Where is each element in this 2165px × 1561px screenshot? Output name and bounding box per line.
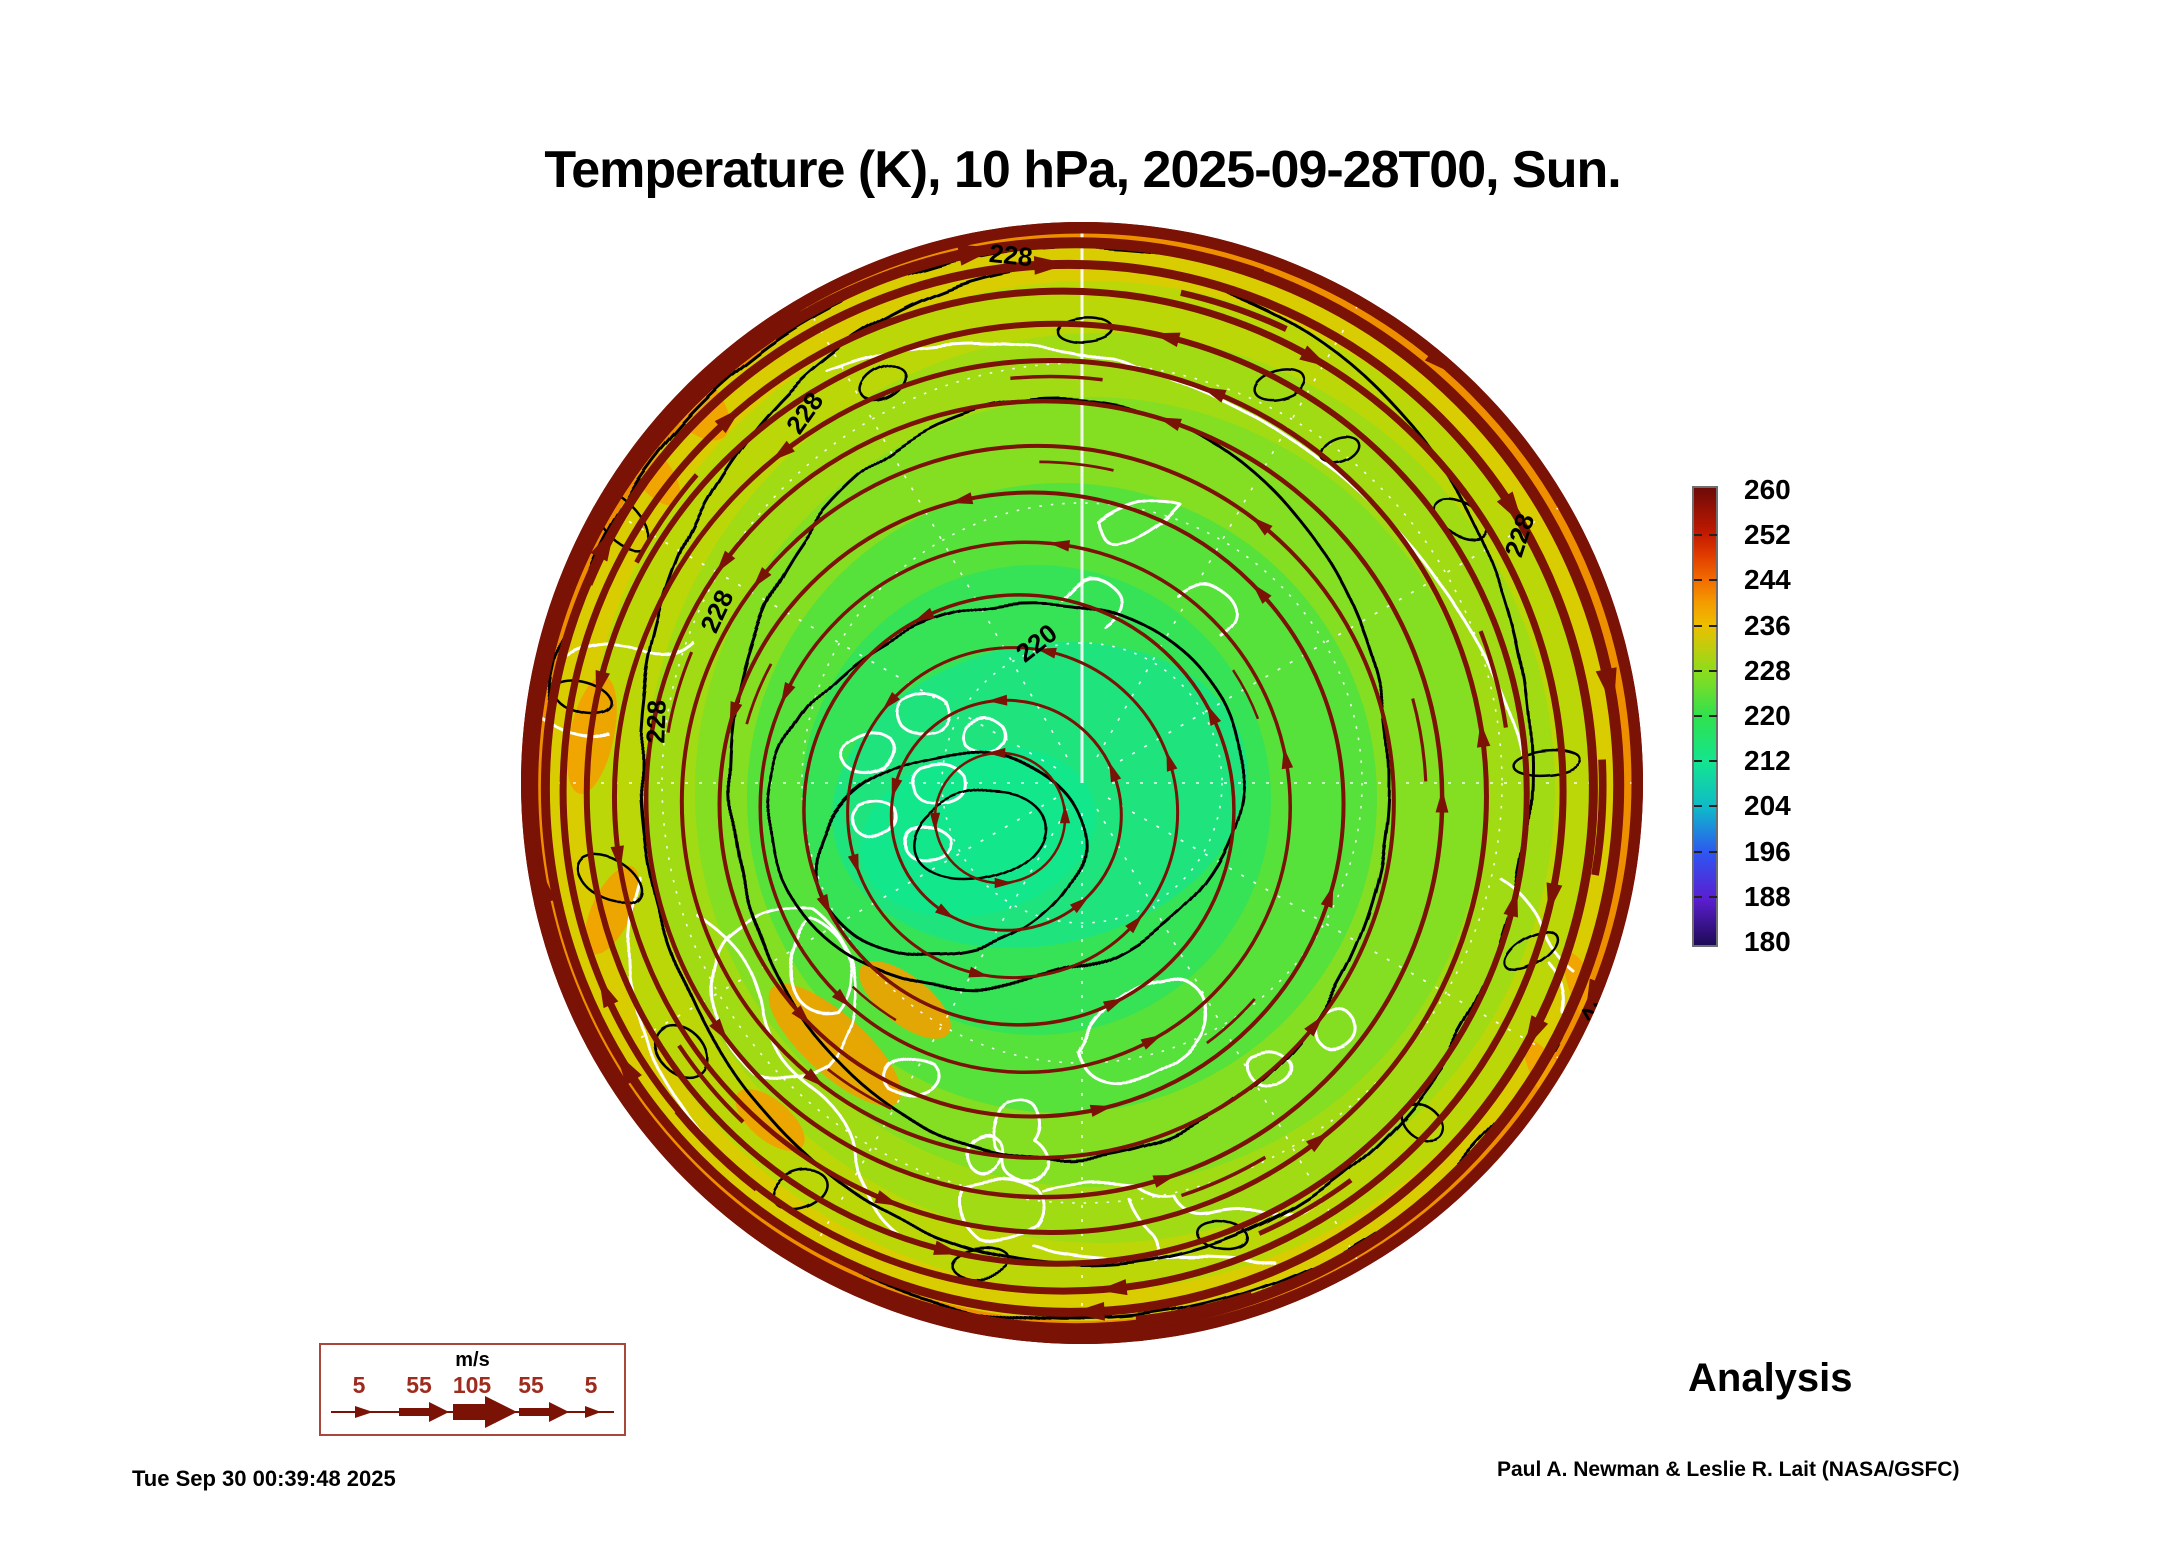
colorbar-tick-label: 196: [1744, 835, 1791, 867]
colorbar-tick-label: 188: [1744, 880, 1791, 912]
wind-speed-value: 55: [406, 1372, 432, 1398]
contour-label: 228: [640, 699, 671, 743]
colorbar-tick-label: 236: [1744, 609, 1791, 641]
wind-speed-value: 5: [352, 1372, 366, 1398]
creation-timestamp: Tue Sep 30 00:39:48 2025: [132, 1466, 396, 1491]
contour-label: 236: [970, 198, 1016, 232]
wind-arrowheads: [533, 244, 1617, 1344]
contour-label: 228: [988, 238, 1034, 272]
colorbar-tick-mark: [1694, 624, 1702, 627]
colorbar-tick-mark: [1694, 805, 1702, 808]
colorbar-tick-mark: [1709, 534, 1717, 537]
colorbar-tick-label: 252: [1744, 519, 1791, 551]
page-title: Temperature (K), 10 hPa, 2025-09-28T00, …: [544, 141, 1621, 199]
colorbar-tick-mark: [1694, 534, 1702, 537]
colorbar-tick-mark: [1709, 850, 1717, 853]
colorbar-tick-mark: [1694, 760, 1702, 763]
colorbar-tick-label: 260: [1744, 474, 1791, 505]
colorbar-tick-label: 180: [1744, 926, 1791, 957]
credit-line: Paul A. Newman & Leslie R. Lait (NASA/GS…: [1497, 1458, 1960, 1481]
wind-speed-value: 55: [518, 1372, 544, 1398]
colorbar-tick-label: 228: [1744, 654, 1791, 686]
colorbar-tick-label: 212: [1744, 745, 1791, 777]
colorbar-tick-label: 204: [1744, 790, 1791, 822]
colorbar-tick-label: 244: [1744, 564, 1791, 596]
wind-speed-value: 5: [584, 1372, 598, 1398]
colorbar-tick-label: 220: [1744, 700, 1791, 731]
colorbar-tick-mark: [1709, 805, 1717, 808]
colorbar-tick-mark: [1709, 624, 1717, 627]
analysis-label: Analysis: [1688, 1356, 1853, 1400]
colorbar-tick-mark: [1709, 669, 1717, 672]
colorbar-tick-mark: [1694, 850, 1702, 853]
colorbar-tick-mark: [1709, 715, 1717, 717]
wind-legend-unit: m/s: [455, 1349, 490, 1371]
wind-speed-legend: m/s 5 55 105 55 5: [319, 1343, 626, 1436]
wind-speed-value: 105: [452, 1372, 492, 1398]
colorbar-tick-mark: [1709, 579, 1717, 582]
wind-speed-arrow-icon: [331, 1396, 614, 1428]
colorbar-tick-mark: [1709, 760, 1717, 763]
wind-streamlines: [521, 222, 1643, 1344]
colorbar-tick-mark: [1694, 715, 1702, 717]
colorbar-tick-mark: [1694, 579, 1702, 582]
colorbar-tick-mark: [1694, 669, 1702, 672]
colorbar-tick-mark: [1694, 895, 1702, 898]
colorbar-tick-mark: [1709, 895, 1717, 898]
